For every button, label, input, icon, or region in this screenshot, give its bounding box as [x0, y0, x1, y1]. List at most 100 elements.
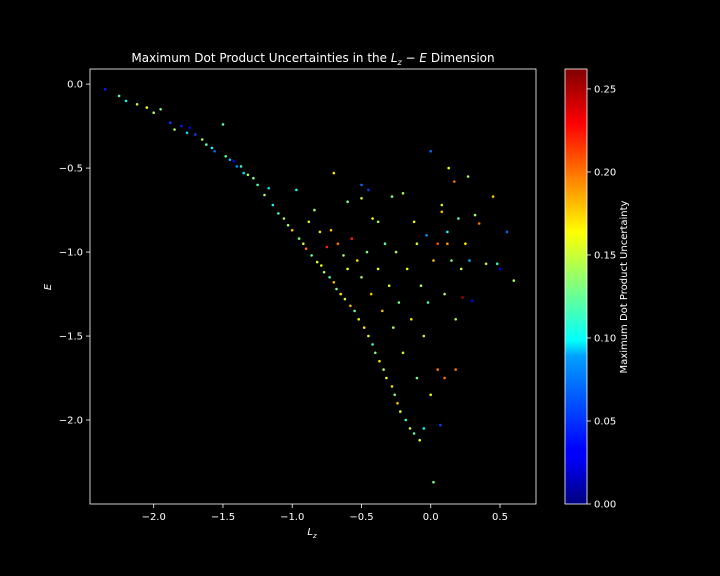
scatter-point — [362, 326, 366, 329]
scatter-point — [210, 146, 214, 150]
scatter-point — [425, 234, 428, 237]
scatter-point — [466, 175, 470, 178]
scatter-point — [357, 318, 361, 321]
scatter-point — [401, 351, 405, 355]
scatter-point — [124, 99, 128, 103]
scatter-point — [396, 401, 399, 405]
scatter-point — [282, 217, 286, 220]
scatter-point — [429, 150, 433, 153]
scatter-point — [468, 259, 471, 262]
scatter-point — [343, 297, 347, 301]
x-axis-label: Lz — [307, 527, 317, 540]
scatter-point — [432, 259, 435, 262]
scatter-point — [315, 260, 319, 264]
x-tick-label: −1.5 — [211, 512, 235, 523]
scatter-point — [307, 220, 311, 224]
scatter-point — [477, 222, 481, 225]
scatter-point — [408, 427, 412, 430]
scatter-point — [422, 334, 426, 338]
scatter-point — [446, 230, 449, 234]
scatter-point — [394, 250, 398, 254]
x-tick-label: −0.5 — [349, 512, 373, 523]
scatter-point — [325, 245, 329, 249]
scatter-point — [318, 230, 322, 234]
plot-frame — [89, 68, 537, 505]
scatter-point — [228, 158, 232, 161]
scatter-point — [365, 250, 369, 254]
scatter-point — [200, 138, 204, 141]
scatter-point — [256, 183, 259, 187]
scatter-point — [381, 309, 384, 313]
scatter-point — [491, 195, 495, 198]
scatter-point — [440, 203, 444, 207]
scatter-point — [392, 326, 395, 329]
scatter-point — [336, 242, 340, 245]
title-prefix: Maximum Dot Product Uncertainties in the — [131, 51, 390, 65]
scatter-point — [213, 150, 216, 153]
scatter-point — [277, 212, 280, 215]
scatter-point — [418, 438, 422, 442]
scatter-point — [239, 165, 243, 168]
scatter-point — [205, 143, 208, 146]
scatter-point — [350, 237, 354, 240]
scatter-point — [459, 267, 463, 271]
scatter-point — [335, 287, 338, 291]
scatter-point — [369, 292, 373, 296]
scatter-point — [383, 242, 387, 245]
scatter-point — [185, 131, 189, 135]
scatter-point — [313, 208, 316, 212]
scatter-point — [371, 343, 374, 346]
scatter-point — [360, 197, 363, 200]
scatter-point — [263, 193, 266, 197]
scatter-point — [422, 427, 426, 430]
scatter-point — [117, 94, 121, 98]
scatter-point — [436, 242, 440, 245]
scatter-point — [328, 276, 331, 279]
scatter-point — [461, 296, 464, 299]
scatter-point — [246, 173, 250, 177]
colorbar-label: Maximum Dot Product Uncertainty — [619, 200, 630, 373]
scatter-point — [412, 432, 416, 435]
y-axis-label: E — [43, 283, 54, 290]
scatter-point — [498, 267, 502, 271]
scatter-point — [180, 124, 183, 128]
scatter-point — [415, 376, 419, 380]
y-tick-label: −1.0 — [59, 248, 83, 259]
scatter-point — [169, 121, 172, 124]
scatter-point — [378, 359, 381, 363]
scatter-point — [419, 284, 423, 288]
scatter-point — [320, 264, 323, 267]
scatter-point — [271, 203, 275, 207]
scatter-point — [353, 309, 356, 313]
scatter-point — [412, 220, 416, 224]
colorbar-tick-label: 0.15 — [594, 250, 616, 261]
scatter-point — [453, 180, 456, 183]
scatter-point — [399, 410, 402, 413]
scatter-point — [405, 267, 409, 271]
scatter-point — [443, 376, 446, 380]
scatter-point — [447, 166, 451, 170]
scatter-point — [267, 186, 271, 190]
scatter-point — [374, 351, 377, 355]
colorbar-gradient — [564, 68, 588, 505]
scatter-point — [397, 301, 401, 304]
scatter-point — [484, 262, 488, 266]
title-sub: z — [397, 58, 403, 67]
scatter-point — [401, 192, 405, 195]
y-axis: 0.0 −0.5 −1.0 −1.5 −2.0 — [59, 80, 90, 427]
scatter-point — [387, 284, 391, 288]
scatter-point — [385, 376, 388, 380]
x-label-var: L — [307, 527, 313, 538]
scatter-point — [376, 220, 380, 224]
scatter-point — [290, 228, 294, 232]
scatter-point — [297, 237, 301, 240]
data-points — [103, 87, 516, 484]
x-tick-label: −1.0 — [280, 512, 304, 523]
colorbar-ticks: 0.00 0.05 0.10 0.15 0.20 0.25 — [587, 84, 616, 511]
scatter-point — [426, 301, 430, 304]
scatter-point — [443, 292, 446, 296]
scatter-point — [194, 133, 197, 136]
scatter-point — [145, 106, 149, 109]
scatter-point — [322, 270, 326, 274]
